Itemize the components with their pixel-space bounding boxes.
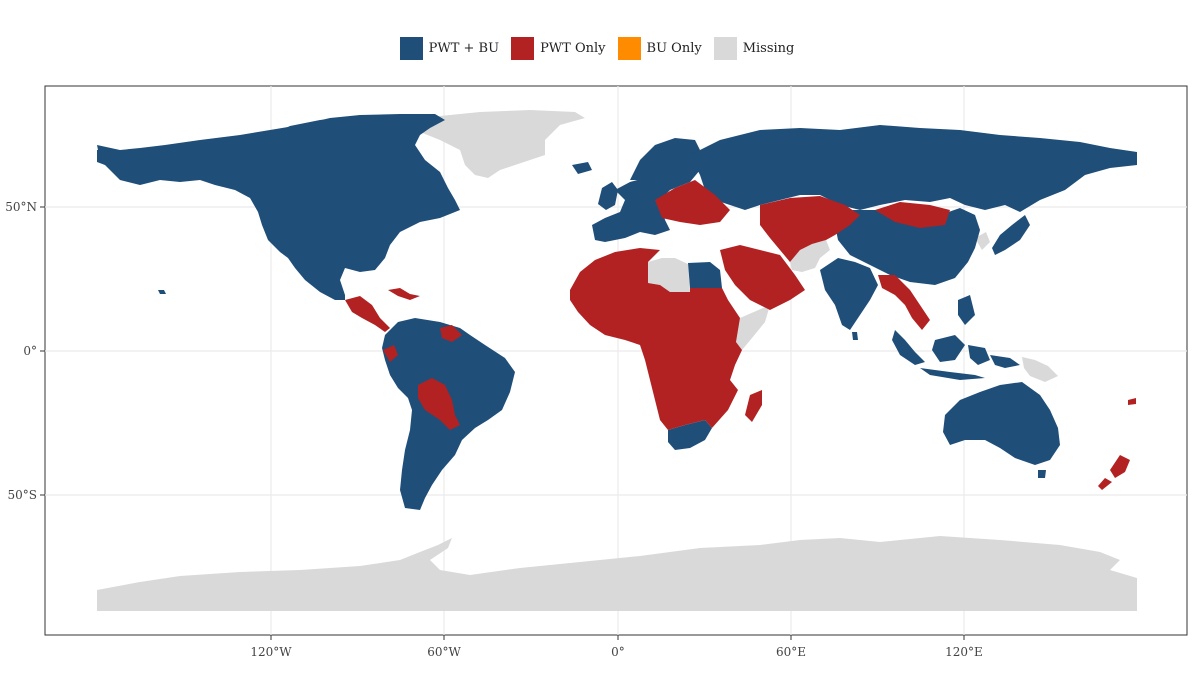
pwt-only-regions — [345, 180, 1136, 490]
missing-regions — [97, 110, 1137, 611]
legend: PWT + BU PWT Only BU Only Missing — [0, 34, 1200, 62]
southeast-asia-islands — [892, 295, 1020, 380]
egypt — [688, 262, 722, 288]
bolivia-paraguay — [418, 378, 460, 430]
alaska — [97, 148, 115, 165]
greenland — [410, 110, 585, 178]
legend-label-missing: Missing — [742, 40, 795, 56]
axis-ticks — [40, 206, 965, 640]
fiji — [1128, 398, 1136, 405]
eastern-europe — [655, 180, 730, 225]
scandinavia — [630, 138, 700, 180]
new-zealand — [1098, 455, 1130, 490]
libya — [648, 258, 690, 292]
china — [835, 208, 980, 285]
arctic-islands — [265, 115, 430, 150]
x-tick-label-0: 0° — [611, 645, 625, 659]
hawaii — [158, 290, 166, 294]
x-tick-label-120e: 120°E — [945, 645, 983, 659]
y-tick-label-50n: 50°N — [5, 200, 37, 214]
iceland — [572, 162, 592, 174]
legend-item-pwt-only: PWT Only — [511, 36, 611, 60]
legend-item-pwt-bu: PWT + BU — [399, 36, 505, 60]
x-tick-label-60e: 60°E — [776, 645, 806, 659]
legend-label-pwt-only: PWT Only — [540, 40, 606, 56]
caribbean — [388, 288, 420, 300]
y-tick-label-50s: 50°S — [8, 488, 38, 502]
north-korea — [975, 232, 990, 250]
legend-item-missing: Missing — [713, 36, 801, 60]
legend-swatch-pwt-bu — [399, 36, 423, 60]
antarctica — [97, 536, 1137, 611]
papua-new-guinea — [1022, 357, 1058, 382]
australia — [943, 382, 1060, 465]
myanmar-thailand — [878, 275, 930, 330]
sri-lanka — [852, 332, 858, 340]
india — [820, 258, 878, 330]
x-tick-label-60w: 60°W — [427, 645, 461, 659]
central-america — [345, 296, 390, 332]
somalia — [736, 305, 770, 350]
y-tick-label-0: 0° — [23, 344, 37, 358]
mongolia — [875, 202, 950, 228]
north-america — [97, 114, 460, 300]
tasmania — [1038, 470, 1046, 478]
middle-east — [720, 245, 805, 310]
legend-label-pwt-bu: PWT + BU — [428, 40, 500, 56]
x-tick-label-120w: 120°W — [250, 645, 292, 659]
iran-central-asia — [760, 196, 860, 262]
uk-ireland — [598, 182, 618, 210]
ecuador — [383, 345, 398, 362]
legend-swatch-bu-only — [617, 36, 641, 60]
legend-swatch-pwt-only — [511, 36, 535, 60]
guyana-suriname — [440, 325, 462, 342]
southern-africa — [668, 420, 712, 450]
pwt-bu-regions — [97, 114, 1137, 510]
madagascar — [745, 390, 762, 422]
legend-label-bu-only: BU Only — [646, 40, 702, 56]
legend-swatch-missing — [713, 36, 737, 60]
afghanistan — [790, 240, 830, 272]
europe — [592, 155, 700, 242]
africa-north — [570, 248, 742, 430]
japan — [992, 215, 1030, 255]
legend-item-bu-only: BU Only — [617, 36, 708, 60]
russia — [690, 125, 1137, 212]
